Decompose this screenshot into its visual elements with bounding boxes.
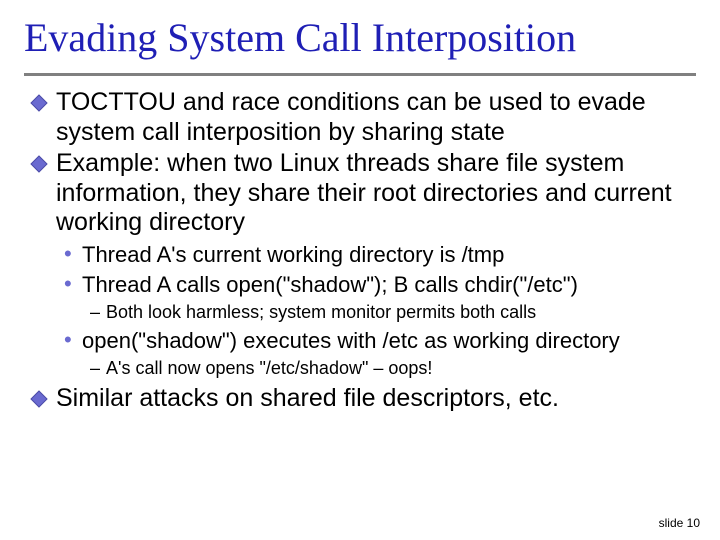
slide-title: Evading System Call Interposition: [0, 0, 720, 71]
bullet-text: Thread A's current working directory is …: [82, 242, 504, 268]
bullet-text: open("shadow") executes with /etc as wor…: [82, 328, 620, 354]
dash-icon: –: [90, 302, 106, 324]
bullet-lvl2: • Thread A calls open("shadow"); B calls…: [64, 272, 690, 298]
bullet-lvl2: • open("shadow") executes with /etc as w…: [64, 328, 690, 354]
bullet-lvl1: Example: when two Linux threads share fi…: [30, 149, 690, 238]
diamond-icon: [30, 384, 56, 408]
dash-icon: –: [90, 358, 106, 380]
slide-number: slide 10: [659, 516, 700, 530]
bullet-text: Example: when two Linux threads share fi…: [56, 149, 690, 238]
dot-icon: •: [64, 272, 82, 296]
dot-icon: •: [64, 242, 82, 266]
bullet-lvl2: • Thread A's current working directory i…: [64, 242, 690, 268]
slide-body: TOCTTOU and race conditions can be used …: [0, 88, 720, 413]
bullet-text: TOCTTOU and race conditions can be used …: [56, 88, 690, 147]
diamond-icon: [30, 149, 56, 173]
bullet-lvl1: TOCTTOU and race conditions can be used …: [30, 88, 690, 147]
diamond-icon: [30, 88, 56, 112]
slide: Evading System Call Interposition TOCTTO…: [0, 0, 720, 540]
title-rule: [24, 73, 696, 76]
bullet-lvl3: – Both look harmless; system monitor per…: [90, 302, 690, 324]
dot-icon: •: [64, 328, 82, 352]
bullet-text: Similar attacks on shared file descripto…: [56, 384, 559, 414]
bullet-text: Thread A calls open("shadow"); B calls c…: [82, 272, 578, 298]
bullet-lvl1: Similar attacks on shared file descripto…: [30, 384, 690, 414]
bullet-lvl3: – A's call now opens "/etc/shadow" – oop…: [90, 358, 690, 380]
bullet-text: Both look harmless; system monitor permi…: [106, 302, 536, 324]
bullet-text: A's call now opens "/etc/shadow" – oops!: [106, 358, 432, 380]
